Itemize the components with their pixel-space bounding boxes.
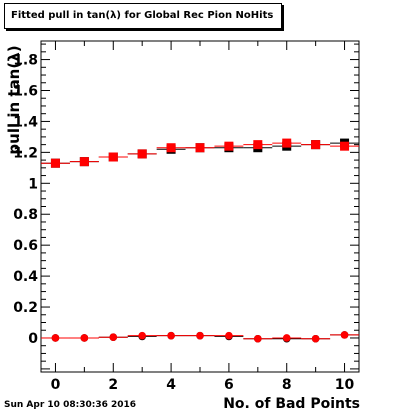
data-point-circle [167, 331, 175, 340]
y-tick-label: 0.2 [13, 300, 38, 316]
x-tick-label: 0 [51, 377, 61, 393]
y-axis-label: pull in tan(λ) [5, 45, 23, 155]
y-tick-label: 0.8 [13, 207, 38, 223]
data-point-circle [254, 334, 262, 343]
data-point-circle [109, 333, 118, 341]
y-tick-label: 1.2 [13, 145, 38, 161]
y-tick-label: 1.6 [13, 83, 38, 99]
data-point-square [224, 141, 234, 151]
data-point-circle [225, 331, 233, 340]
chart-title-box: Fitted pull in tan(λ) for Global Rec Pio… [4, 3, 282, 29]
data-point-square [50, 158, 60, 168]
data-point-square [137, 149, 147, 159]
chart-title: Fitted pull in tan(λ) for Global Rec Pio… [11, 10, 274, 21]
data-point-circle [282, 334, 291, 342]
data-point-square [340, 141, 350, 151]
data-point-square [282, 138, 292, 148]
plot-frame [40, 40, 360, 373]
x-tick-label: 6 [224, 377, 234, 393]
x-tick-label: 2 [108, 377, 118, 393]
y-tick-label: 0.6 [13, 238, 38, 254]
x-tick-label: 4 [166, 377, 176, 393]
data-point-square [195, 143, 205, 153]
y-tick-label: 1 [28, 176, 38, 192]
data-point-circle [196, 331, 204, 340]
axes: 0 2 4 6 8 10 0 0.2 0.4 0.6 0.8 1 1.2 1.4 1.6 1.8 [13, 41, 359, 393]
data-point-circle [311, 334, 320, 343]
data-point-square [108, 152, 118, 162]
data-point-square [311, 140, 321, 150]
data-point-square [79, 157, 89, 167]
y-tick-label: 1.8 [13, 53, 38, 69]
data-point-circle [340, 331, 349, 339]
y-tick-label: 1.4 [13, 114, 38, 130]
y-tick-label: 0 [28, 331, 38, 347]
data-point-square [166, 143, 176, 153]
x-tick-label: 8 [282, 377, 292, 393]
x-axis-label: No. of Bad Points [223, 396, 360, 412]
data-point-square [253, 140, 263, 150]
data-point-circle [80, 334, 89, 342]
y-tick-label: 0.4 [13, 269, 38, 285]
timestamp: Sun Apr 10 08:30:36 2016 [4, 400, 137, 410]
chart-marks [41, 138, 359, 343]
data-point-circle [51, 334, 60, 342]
data-point-circle [138, 331, 146, 340]
y-axis-label-wrap: pull in tan(λ) [1, 40, 27, 160]
x-tick-label: 10 [335, 377, 355, 393]
